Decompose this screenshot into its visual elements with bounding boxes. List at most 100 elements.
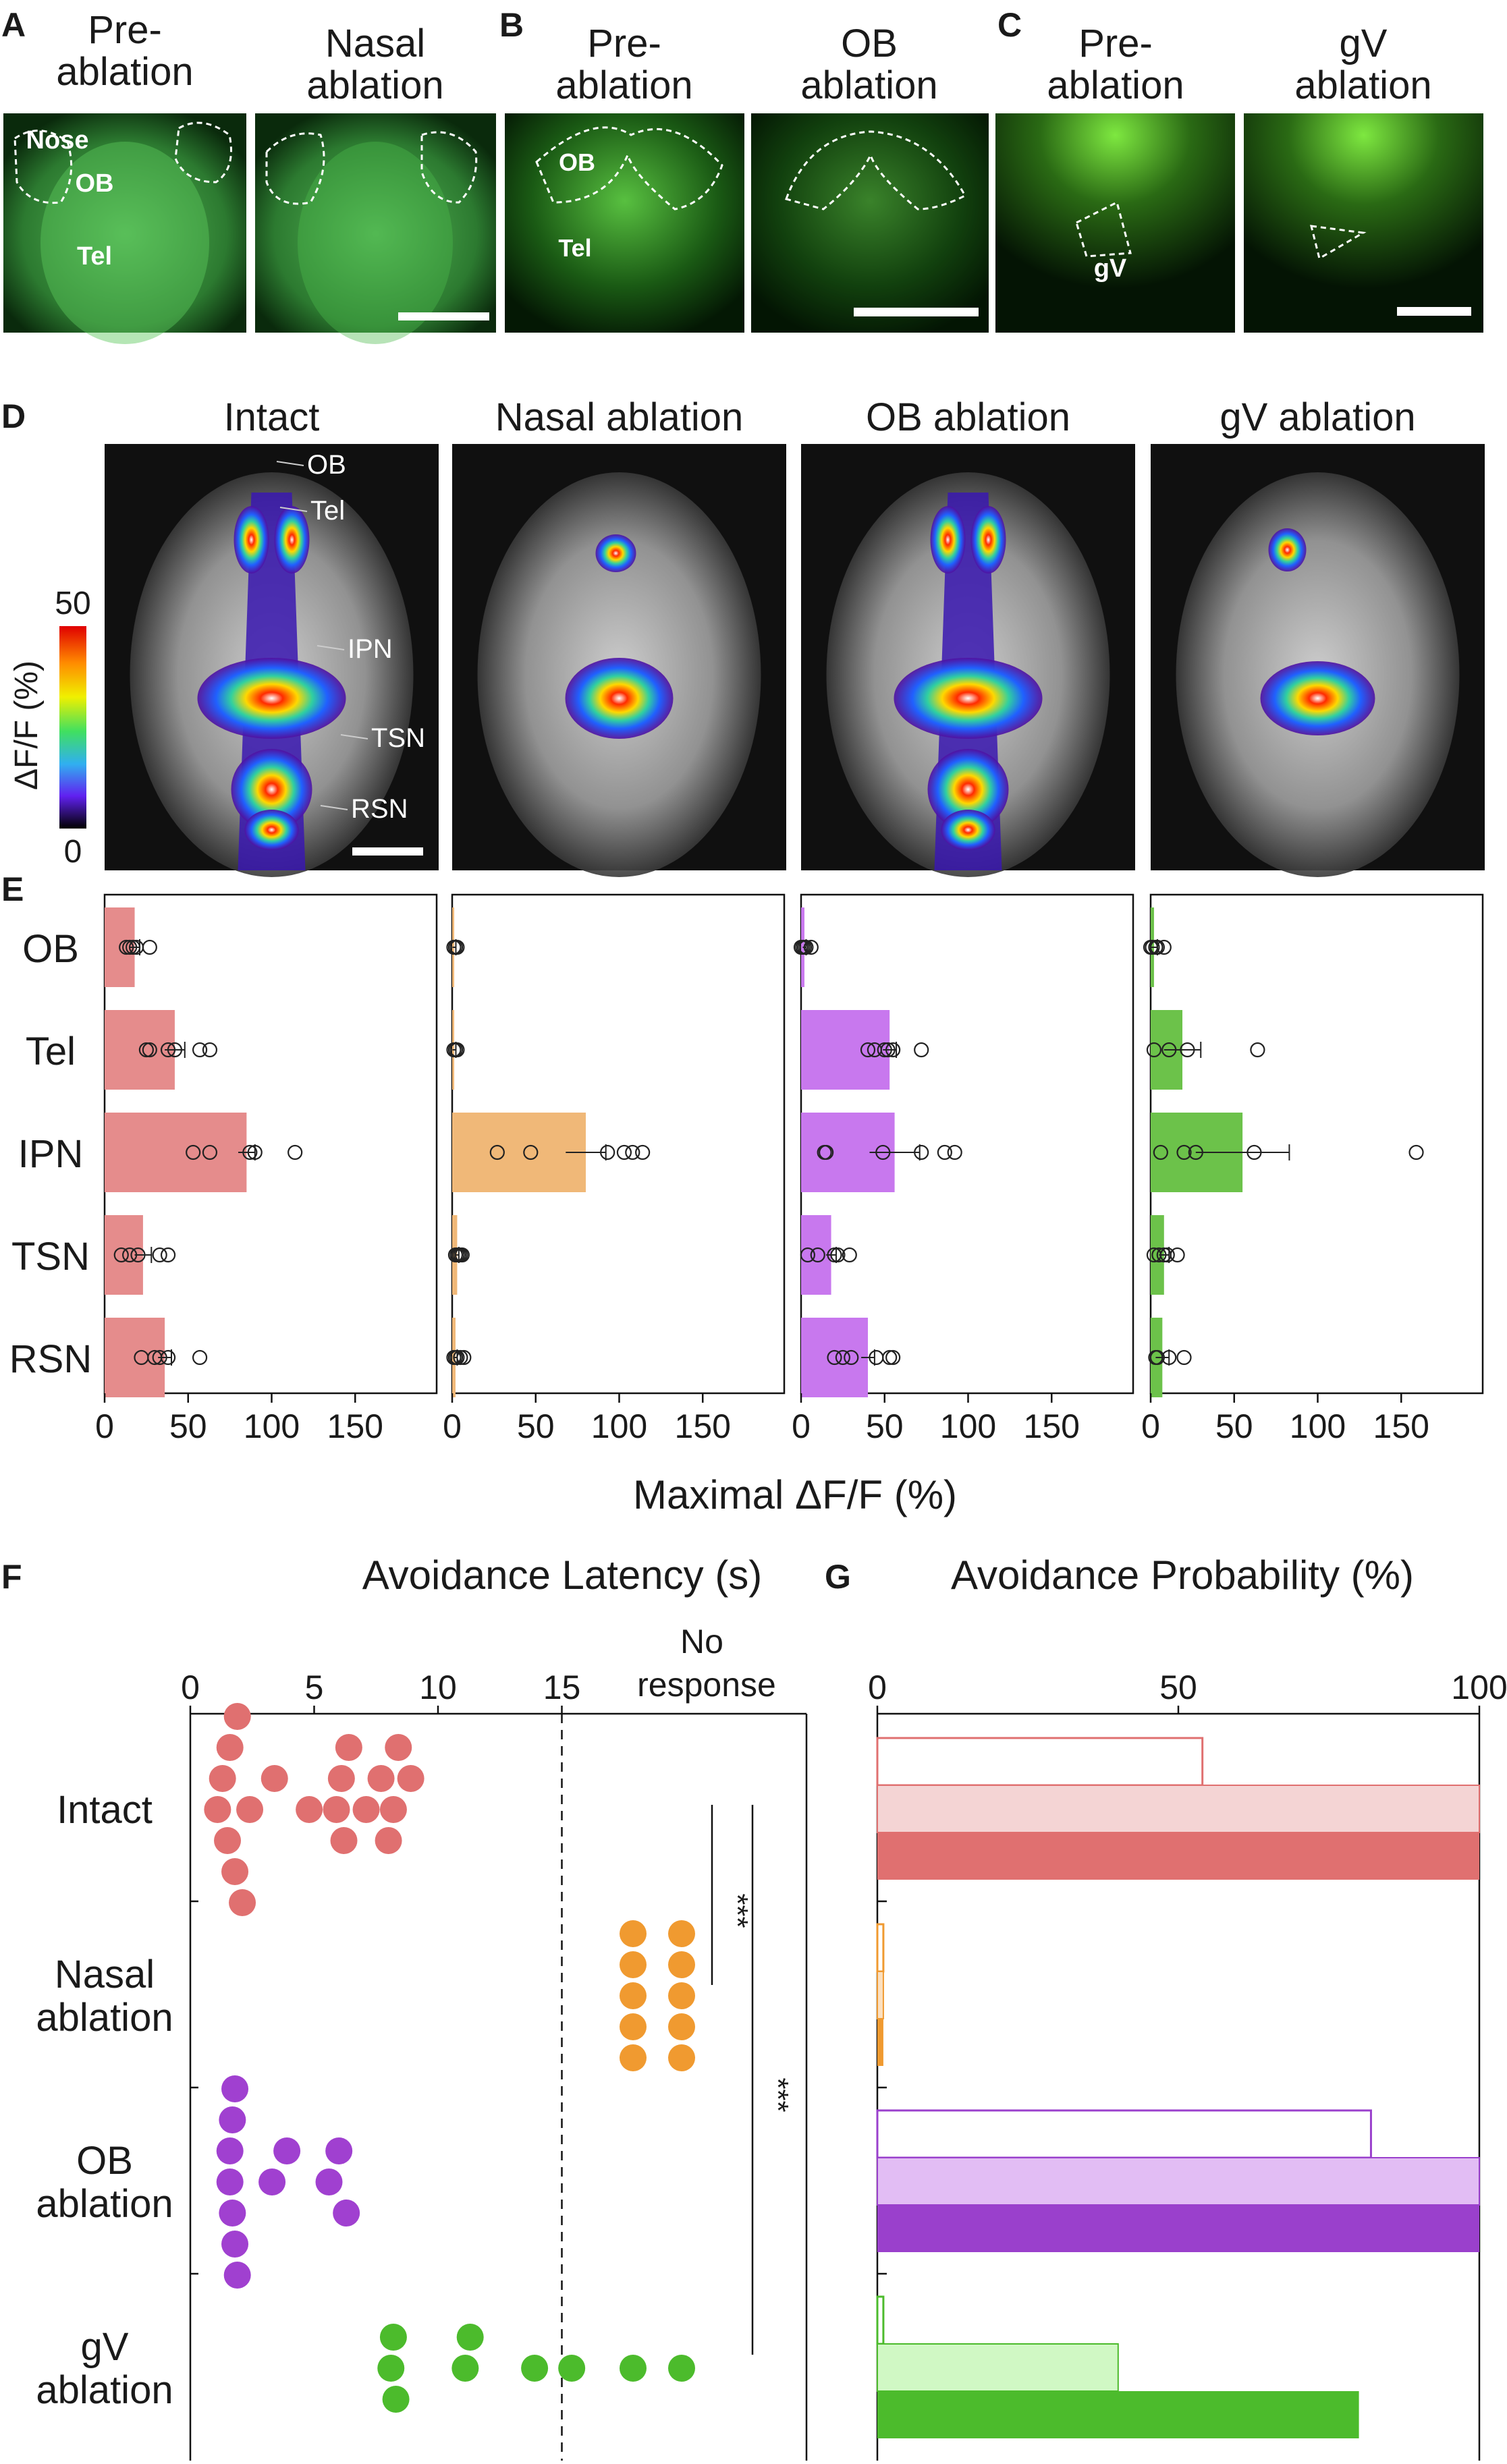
data-point <box>877 1042 892 1058</box>
x-tick-label: 50 <box>1215 1407 1253 1445</box>
bar-solid-3 <box>877 2205 1479 2252</box>
panel-a-title-nasal-line2: ablation <box>306 63 443 107</box>
tel-activity <box>1268 528 1307 571</box>
bar-light-4 <box>877 2343 1119 2392</box>
x-tick-label: 50 <box>169 1407 207 1445</box>
gv-outline <box>1075 200 1132 258</box>
ob-outline <box>535 126 723 211</box>
data-point <box>880 1042 896 1058</box>
panel-letter-b: B <box>499 6 524 44</box>
data-point <box>113 1247 129 1263</box>
x-tick-label: 150 <box>1024 1407 1080 1445</box>
panel-d-image-1 <box>105 444 439 877</box>
data-point <box>130 1247 146 1263</box>
data-point <box>810 1247 825 1263</box>
panel-a-title-nasal-line1: Nasal <box>325 22 425 65</box>
data-point <box>192 1042 208 1058</box>
data-point <box>835 1349 850 1366</box>
latency-point <box>229 1889 256 1916</box>
data-point <box>1156 939 1172 955</box>
f-tick-label: 0 <box>181 1669 200 1706</box>
rsn-activity <box>244 810 299 850</box>
panel-e-subplot-1: 0 50 100 150 <box>95 893 438 1445</box>
data-point <box>287 1144 303 1160</box>
latency-point <box>216 2168 244 2195</box>
data-point <box>885 1349 901 1366</box>
panel-d-image-2 <box>452 444 786 877</box>
data-point <box>844 1349 859 1366</box>
panel-g-title: Avoidance Probability (%) <box>951 1552 1414 1598</box>
ipn-activity <box>1260 661 1375 735</box>
scale-bar <box>854 308 979 316</box>
region-label-ob: OB <box>307 450 346 480</box>
g-tick-label: 0 <box>868 1669 887 1706</box>
data-point <box>160 1349 176 1366</box>
latency-point <box>221 1858 249 1885</box>
data-point <box>142 1042 157 1058</box>
data-point <box>1246 1144 1262 1160</box>
data-point <box>152 1349 167 1366</box>
panel-d-image-4 <box>1151 444 1485 877</box>
data-point <box>882 1349 898 1366</box>
latency-point <box>219 2200 246 2227</box>
ob-activity <box>234 506 269 573</box>
scale-bar <box>398 312 489 320</box>
region-pointer-ipn <box>317 645 345 650</box>
region-pointer-rsn <box>320 805 348 810</box>
data-point <box>803 939 819 955</box>
panel-c-image-gv-ablation-glow <box>1244 113 1483 333</box>
bar-solid-1 <box>877 1832 1479 1880</box>
latency-point <box>219 2106 246 2133</box>
data-point <box>914 1042 929 1058</box>
region-pointer-ob <box>276 461 304 466</box>
data-point <box>192 1349 208 1366</box>
latency-point <box>214 1827 242 1854</box>
latency-point <box>521 2355 549 2382</box>
data-point <box>1153 1144 1168 1160</box>
region-label-rsn: RSN <box>351 794 408 824</box>
panel-a-image-pre-glow <box>3 113 246 333</box>
panel-b-title-ob-line2: ablation <box>800 63 937 107</box>
ob-activity <box>930 506 966 573</box>
colorbar-max: 50 <box>55 586 90 621</box>
x-tick-label: 150 <box>675 1407 731 1445</box>
data-point <box>125 939 141 955</box>
nose-outline-right <box>420 131 478 204</box>
latency-point <box>223 1703 251 1730</box>
bar-outline-3 <box>876 2109 1372 2159</box>
data-point <box>122 939 138 955</box>
data-point <box>160 1247 176 1263</box>
x-tick-label: 0 <box>443 1407 462 1445</box>
data-point <box>1250 1042 1265 1058</box>
data-point <box>1151 1247 1167 1263</box>
data-point <box>819 1144 834 1160</box>
panel-e-row-label-ipn: IPN <box>18 1132 84 1176</box>
data-point <box>875 1144 891 1160</box>
scale-bar <box>1397 307 1471 316</box>
data-point <box>600 1144 615 1160</box>
group-label-3-1: OB <box>76 2139 133 2183</box>
data-point <box>1161 1042 1177 1058</box>
latency-point <box>325 2137 353 2164</box>
ob-outline <box>785 130 967 211</box>
label-ob: OB <box>559 148 595 176</box>
no-response-line2: response <box>637 1666 776 1704</box>
no-response-line1: No <box>680 1623 723 1660</box>
no-response-point <box>668 2044 695 2071</box>
panel-f-title: Avoidance Latency (s) <box>362 1552 763 1598</box>
ipn-activity <box>197 658 346 739</box>
bar-rsn <box>801 1318 868 1397</box>
region-label-tel: Tel <box>310 496 345 526</box>
no-response-point <box>620 1982 647 2009</box>
latency-point <box>221 2231 249 2258</box>
data-point <box>202 1042 218 1058</box>
bar-outline-1 <box>876 1737 1204 1787</box>
x-tick-label: 50 <box>517 1407 555 1445</box>
latency-point <box>216 2137 244 2164</box>
panel-b-image-ob-ablation-glow <box>751 113 989 333</box>
group-label-2-2: ablation <box>36 1996 173 2040</box>
bar-ipn <box>452 1113 586 1192</box>
data-point <box>1149 1349 1166 1366</box>
scale-bar-d <box>352 847 423 856</box>
